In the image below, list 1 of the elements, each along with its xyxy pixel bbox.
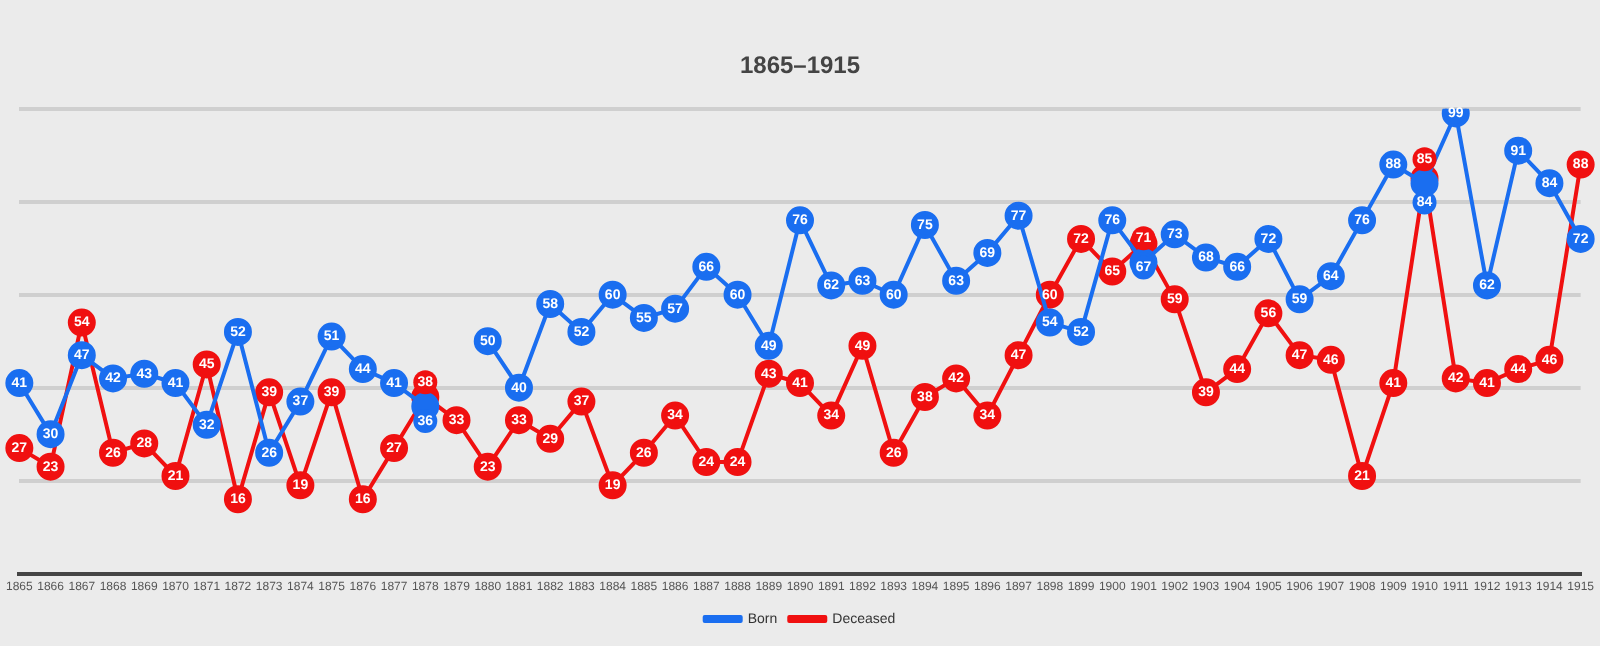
chart-title: 1865–1915	[739, 51, 861, 80]
